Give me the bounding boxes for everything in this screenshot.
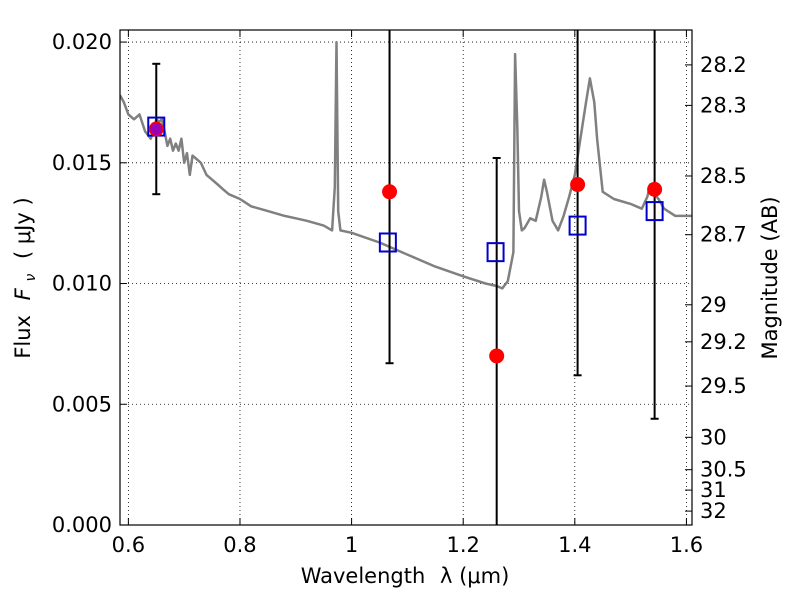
y-axis-label-subscript: ν <box>23 274 39 282</box>
observed-photometry-point <box>647 181 663 197</box>
x-tick-label: 1.6 <box>670 533 703 557</box>
mag-tick-label: 29.5 <box>700 374 747 398</box>
observed-photometry-point <box>382 184 398 200</box>
mag-tick-label: 29 <box>700 293 727 317</box>
mag-tick-label: 28.7 <box>700 223 747 247</box>
mag-tick-label: 29.2 <box>700 330 747 354</box>
grid-lines <box>120 30 692 525</box>
y-tick-label: 0.010 <box>52 272 112 296</box>
observed-photometry-point <box>489 348 505 364</box>
model-photometry-point <box>486 242 505 263</box>
mag-tick-label: 30 <box>700 425 727 449</box>
y-axis-label: Flux F ν ( μJy ) <box>11 197 40 358</box>
x-tick-label: 0.8 <box>223 533 256 557</box>
x-tick-label: 1.4 <box>558 533 591 557</box>
x-axis-label-symbol: λ (μm) <box>440 564 509 588</box>
observed-photometry-point <box>570 177 586 193</box>
model-photometry-point <box>568 215 587 236</box>
mag-tick-label: 31 <box>700 478 727 502</box>
x-tick-label: 0.6 <box>112 533 145 557</box>
spectrum-line <box>120 40 692 290</box>
model-photometry-point <box>378 232 397 253</box>
mag-tick-label: 28.2 <box>700 53 747 77</box>
y2-axis-label: Magnitude (AB) <box>758 196 782 359</box>
x-tick-label: 1.2 <box>446 533 479 557</box>
y-tick-label: 0.000 <box>52 513 112 537</box>
y-axis-label-text: Flux <box>11 315 35 359</box>
axis-ticks: 0.6 0.8 1 1.2 1.4 1.6 0.000 0.005 0.010 0.015 0.02… <box>52 30 747 557</box>
axes-frame <box>119 29 693 526</box>
mag-tick-label: 28.3 <box>700 93 747 117</box>
y-axis-label-units: ( μJy ) <box>11 197 35 259</box>
model-photometry-point <box>645 201 664 222</box>
mag-tick-label: 32 <box>700 499 727 523</box>
x-tick-label: 1 <box>345 533 358 557</box>
y-axis-label-symbol: F <box>11 287 35 300</box>
plot-area <box>120 30 692 525</box>
mag-tick-label: 28.5 <box>700 164 747 188</box>
x-axis-label-text: Wavelength <box>301 564 426 588</box>
series-group <box>120 30 692 525</box>
y-tick-label: 0.015 <box>52 151 112 175</box>
mag-tick-label: 30.5 <box>700 458 747 482</box>
x-axis-label: Wavelength λ (μm) <box>301 564 510 588</box>
y-tick-label: 0.005 <box>52 392 112 416</box>
y-tick-label: 0.020 <box>52 30 112 54</box>
overlap-point <box>150 123 163 135</box>
